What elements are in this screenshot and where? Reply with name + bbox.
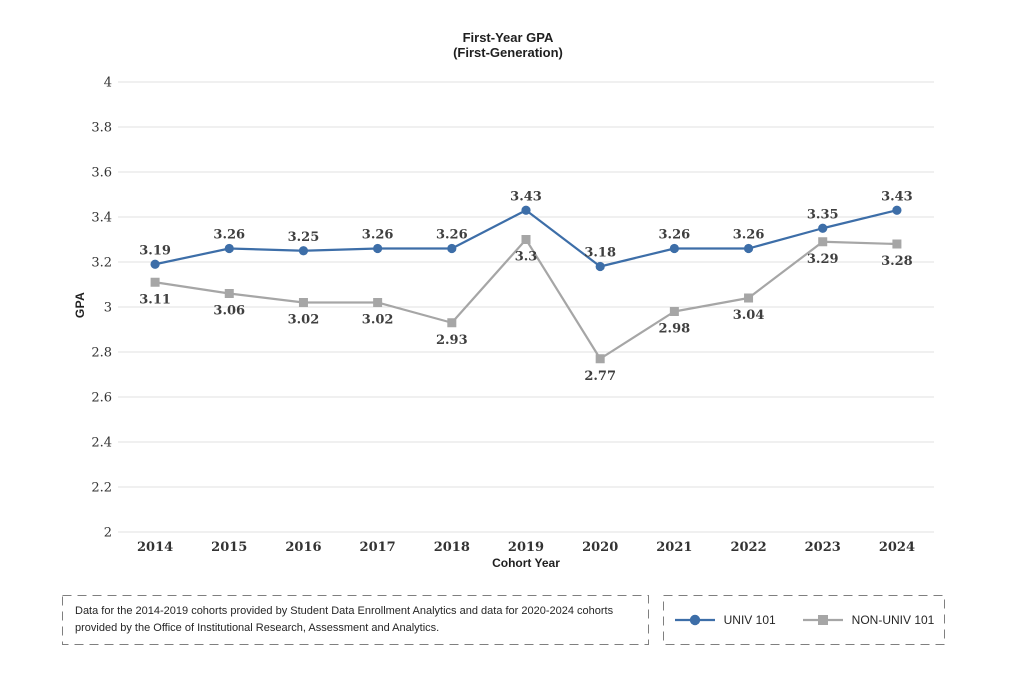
data-point-non-univ-101 [224,289,234,298]
data-point-label-non-univ-101: 3.29 [807,252,839,267]
data-point-univ-101 [150,259,160,269]
data-point-univ-101 [298,246,309,256]
y-tick-label: 2 [104,526,112,541]
data-point-label-univ-101: 3.26 [213,228,245,243]
data-point-univ-101 [743,243,754,254]
data-point-label-univ-101: 3.43 [510,189,542,204]
x-tick-label: 2019 [508,540,544,555]
data-point-label-non-univ-101: 2.93 [436,333,468,348]
data-point-label-non-univ-101: 3.04 [733,308,765,323]
data-point-non-univ-101 [595,354,605,364]
x-tick-label: 2018 [434,540,470,555]
legend-label-non-univ-101: NON-UNIV 101 [851,613,935,627]
data-point-univ-101 [818,223,828,233]
y-tick-label: 3.8 [91,121,112,136]
y-tick-label: 3.6 [91,166,112,181]
y-tick-label: 2.4 [91,436,112,451]
x-tick-label: 2022 [730,540,766,555]
data-point-univ-101 [669,243,679,254]
data-point-non-univ-101 [744,293,754,303]
chart-title-line2: (First-Generation) [453,45,563,60]
data-point-non-univ-101 [818,237,828,247]
data-point-univ-101 [521,205,531,215]
data-point-univ-101 [595,261,605,272]
y-tick-label: 2.2 [91,481,112,496]
data-point-non-univ-101 [669,307,679,316]
data-point-label-non-univ-101: 3.06 [213,304,245,319]
data-point-label-non-univ-101: 3.02 [288,313,320,328]
chart-title-line1: First-Year GPA [462,30,554,45]
data-point-non-univ-101 [373,298,383,307]
univ-101-line-marker-icon [674,614,715,626]
x-axis-title: Cohort Year [492,556,560,570]
x-tick-label: 2021 [656,540,692,555]
data-point-label-univ-101: 3.26 [659,228,691,243]
x-tick-label: 2017 [360,540,396,555]
data-point-non-univ-101 [150,277,160,287]
y-tick-label: 2.6 [91,391,112,406]
data-point-label-non-univ-101: 3.11 [139,292,171,307]
data-point-non-univ-101 [892,239,902,249]
data-point-label-univ-101: 3.26 [733,228,765,243]
y-tick-label: 2.8 [91,346,112,361]
data-point-label-non-univ-101: 3.28 [881,254,913,269]
legend-label-univ-101: UNIV 101 [723,613,776,627]
data-point-non-univ-101 [447,318,457,328]
data-point-label-univ-101: 3.18 [584,246,616,261]
chart-title: First-Year GPA (First-Generation) [0,30,1016,60]
data-point-univ-101 [224,243,234,254]
chart-plot: 4 3.8 3.6 3.4 3.2 3 2.8 2.6 2.4 2.2 2 2014 2015 2016 2… [91,76,934,555]
legend-item-non-univ-101: NON-UNIV 101 [802,613,935,627]
footnote-text: Data for the 2014-2019 cohorts provided … [75,603,639,637]
footnote-line1: Data for the 2014-2019 cohorts provided … [75,605,614,617]
data-point-label-non-univ-101: 3.3 [515,250,538,265]
y-tick-label: 3.2 [91,256,112,271]
x-tick-label: 2024 [879,540,915,555]
data-point-label-non-univ-101: 2.77 [584,369,616,384]
y-tick-label: 3 [104,301,112,316]
data-point-non-univ-101 [298,298,308,307]
y-tick-label: 4 [104,76,112,91]
x-tick-label: 2020 [582,540,618,555]
data-point-label-univ-101: 3.26 [436,228,468,243]
y-tick-label: 3.4 [91,211,112,226]
x-tick-label: 2014 [137,540,173,555]
data-point-label-non-univ-101: 2.98 [659,322,691,337]
x-tick-label: 2023 [805,540,841,555]
data-point-non-univ-101 [521,235,531,244]
data-point-label-univ-101: 3.35 [807,207,839,222]
legend: UNIV 101 NON-UNIV 101 [663,595,945,645]
x-tick-label: 2015 [211,540,247,555]
footnote-line2: provided by the Office of Institutional … [75,622,440,634]
data-point-univ-101 [447,243,457,254]
non-univ-101-line-marker-icon [802,615,843,625]
x-tick-label: 2016 [285,540,321,555]
data-point-label-univ-101: 3.26 [362,228,394,243]
data-point-label-univ-101: 3.25 [288,230,320,245]
data-point-univ-101 [373,243,383,254]
data-point-label-univ-101: 3.19 [139,243,171,258]
data-point-label-univ-101: 3.43 [881,189,913,204]
footnote-box: Data for the 2014-2019 cohorts provided … [62,595,649,645]
footnote-border [62,595,649,645]
legend-border [663,595,945,645]
data-point-univ-101 [892,205,902,215]
data-point-label-non-univ-101: 3.02 [362,313,394,328]
legend-item-univ-101: UNIV 101 [674,613,776,627]
